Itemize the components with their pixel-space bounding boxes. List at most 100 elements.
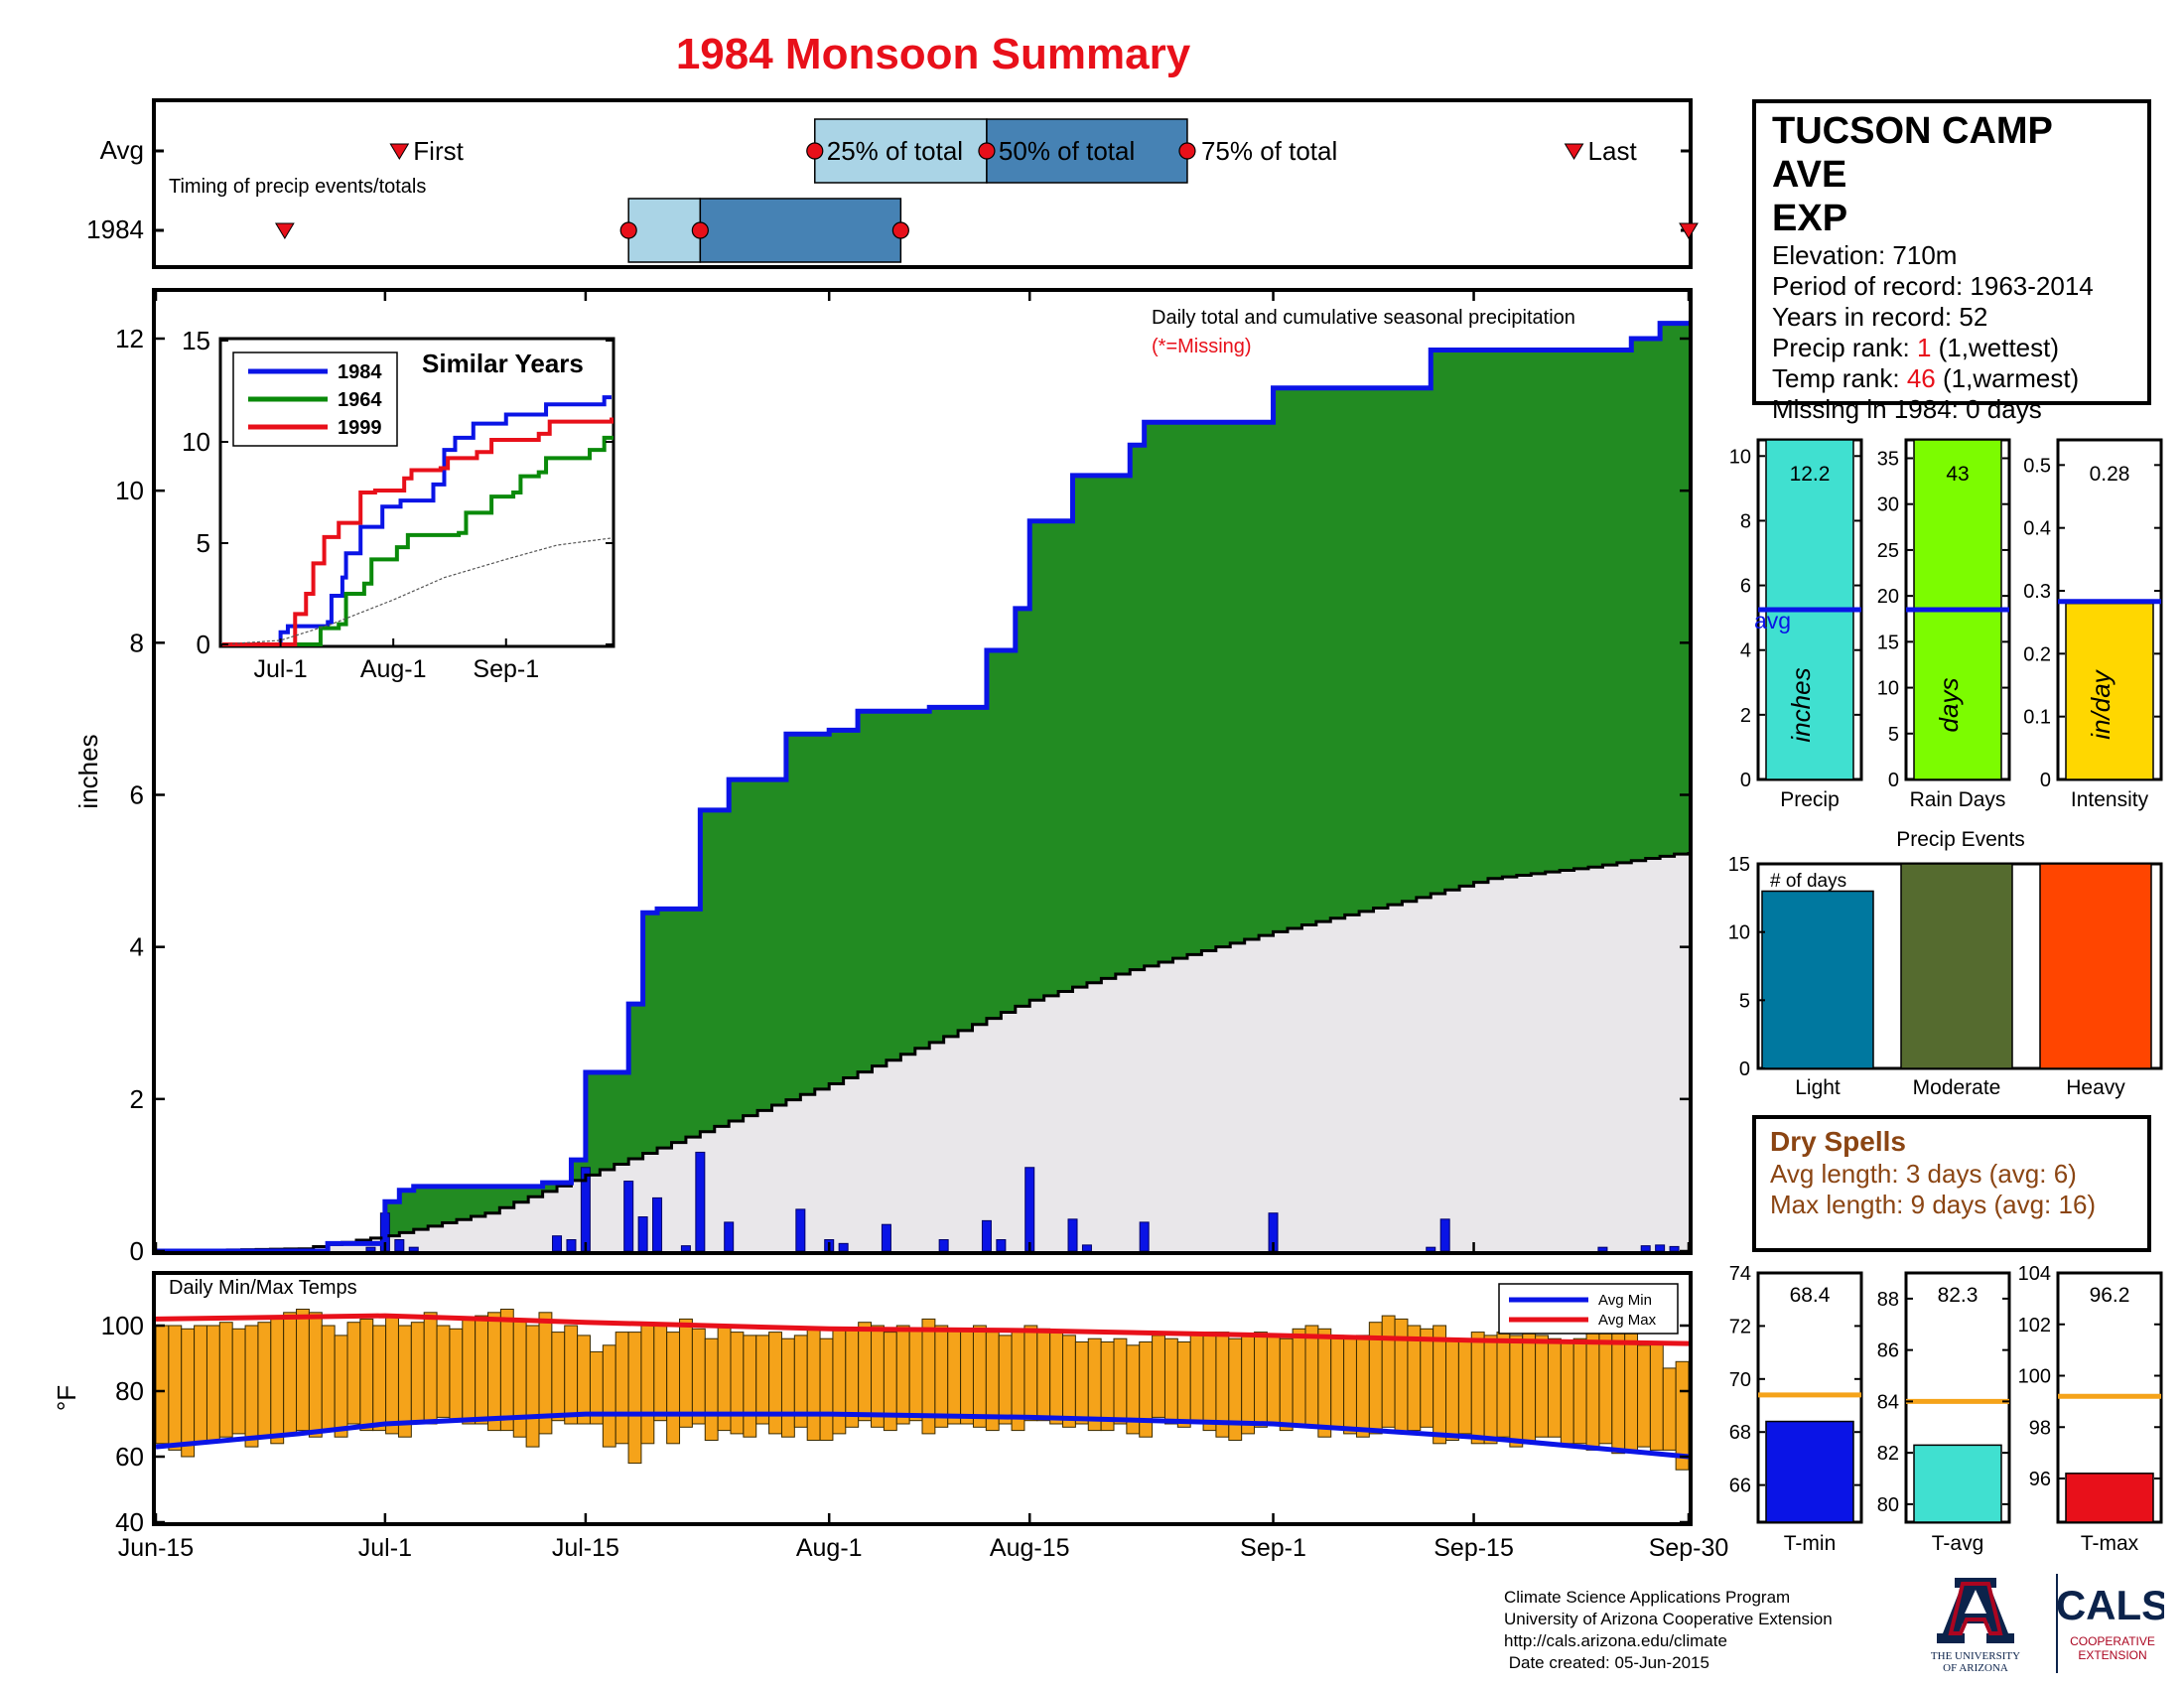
- percentile-marker: [978, 142, 996, 160]
- daily-temp-bar: [283, 1312, 298, 1435]
- daily-temp-bar: [1624, 1328, 1639, 1451]
- percentile-marker: [806, 142, 824, 160]
- precip-rank-note: (1,wettest): [1931, 333, 2060, 362]
- x-tick-label: Sep-15: [1433, 1534, 1514, 1562]
- daily-temp-bar: [1292, 1328, 1306, 1425]
- daily-precip-bar: [408, 1246, 419, 1252]
- tavg_bar-y-tick-label: 84: [1877, 1391, 1899, 1413]
- daily-precip-bar: [1439, 1218, 1450, 1252]
- timing-panel: Avg 1984 Timing of precip events/totals …: [86, 98, 1699, 269]
- precip_bar-value-label: 12.2: [1790, 463, 1831, 486]
- daily-temp-bar: [858, 1322, 873, 1422]
- daily-temp-bar: [1062, 1335, 1076, 1428]
- events-bar-light: [1761, 890, 1874, 1069]
- station-name-line1: TUCSON CAMP AVE: [1772, 110, 2053, 196]
- daily-precip-bar: [680, 1245, 691, 1252]
- label-last: Last: [1588, 136, 1638, 166]
- cals-logo-line2: EXTENSION: [2078, 1648, 2146, 1662]
- raindays_bar-y-tick-label: 5: [1888, 724, 1899, 746]
- daily-temp-bar: [908, 1328, 923, 1422]
- daily-temp-bar: [960, 1328, 974, 1425]
- daily-temp-bar: [1420, 1328, 1434, 1428]
- daily-temp-bar: [1113, 1337, 1128, 1425]
- tavg_bar-value-label: 82.3: [1938, 1284, 1979, 1307]
- daily-temp-bar: [257, 1322, 272, 1438]
- avg-min-line: [155, 1411, 1690, 1460]
- daily-temp-bar: [1152, 1335, 1165, 1418]
- daily-temp-bar: [1522, 1332, 1537, 1445]
- y-tick-label: 0: [130, 1236, 144, 1266]
- tavg_bar-y-tick-label: 86: [1877, 1340, 1899, 1362]
- precip_bar-y-tick-label: 8: [1740, 510, 1751, 532]
- precip-rank-label: Precip rank:: [1772, 333, 1917, 362]
- daily-temp-bar: [691, 1328, 706, 1425]
- raindays_bar-label: Rain Days: [1910, 788, 2006, 811]
- temps-y-tick-label: 40: [115, 1507, 144, 1537]
- inset-y-tick-label: 10: [182, 427, 210, 457]
- tmin_bar-label: T-min: [1784, 1532, 1837, 1555]
- daily-temp-bar: [1457, 1341, 1472, 1435]
- last-event-marker: [1679, 222, 1699, 239]
- daily-precip-bar: [1426, 1246, 1436, 1252]
- credits-line4: Date created: 05-Jun-2015: [1504, 1653, 1709, 1672]
- daily-temp-bar: [564, 1325, 579, 1425]
- daily-temp-bar: [436, 1325, 451, 1418]
- raindays_bar-y-tick-label: 0: [1888, 770, 1899, 791]
- intensity_bar-y-tick-label: 0.5: [2023, 455, 2051, 477]
- station-precip-rank: Precip rank: 1 (1,wettest): [1772, 333, 2131, 363]
- tmin_bar-y-tick-label: 66: [1729, 1476, 1751, 1497]
- quartile-box-25-50: [814, 118, 988, 184]
- daily-temp-bar: [410, 1322, 425, 1425]
- daily-precip-bar: [981, 1219, 992, 1252]
- temp-rank-label: Temp rank:: [1772, 363, 1907, 393]
- y-tick-label: 2: [130, 1084, 144, 1114]
- events-bar-moderate: [1900, 863, 2013, 1069]
- percentile-marker: [691, 221, 709, 239]
- daily-temp-bar: [1304, 1325, 1319, 1428]
- university-of-arizona-logo: THE UNIVERSITY OF ARIZONA: [1931, 1578, 2020, 1673]
- average-cumulative-area: [156, 851, 1689, 1251]
- y-tick-label: 8: [130, 628, 144, 657]
- quartile-box-50-75: [699, 198, 902, 263]
- daily-temp-bar: [998, 1335, 1013, 1425]
- daily-temp-bar: [1483, 1335, 1498, 1445]
- tmin_bar-y-tick-label: 72: [1729, 1316, 1751, 1337]
- daily-temp-bar: [934, 1325, 949, 1428]
- daily-temp-bar: [449, 1328, 464, 1422]
- timing-row-avg: Avg: [100, 135, 144, 165]
- daily-temp-bar: [832, 1328, 847, 1435]
- daily-temp-bar: [1535, 1335, 1549, 1438]
- daily-precip-bar: [552, 1235, 563, 1252]
- precip-rank-value: 1: [1916, 333, 1932, 362]
- daily-precip-bar: [566, 1239, 577, 1252]
- daily-temp-bar: [1189, 1335, 1204, 1422]
- percentile-marker: [1178, 142, 1196, 160]
- daily-precip-bar: [1024, 1167, 1035, 1252]
- events-category-label: Light: [1795, 1076, 1841, 1099]
- daily-precip-bar: [623, 1181, 634, 1252]
- precip_bar-y-tick-label: 2: [1740, 705, 1751, 727]
- station-missing: Missing in 1984: 0 days: [1772, 394, 2042, 424]
- events-category-label: Moderate: [1913, 1076, 2001, 1099]
- raindays_bar-y-tick-label: 15: [1877, 632, 1899, 653]
- daily-temp-bar: [1024, 1325, 1038, 1422]
- similar-years-inset: 0 5 10 15 Jul-1 Aug-1 Sep-1 Similar Years 1984…: [182, 326, 615, 683]
- daily-temp-bar: [972, 1325, 987, 1428]
- daily-temp-bar: [1470, 1332, 1485, 1445]
- ua-logo-line2: OF ARIZONA: [1943, 1662, 2008, 1673]
- missing-note: (*=Missing): [1152, 336, 1252, 357]
- daily-precip-bar: [881, 1223, 891, 1252]
- daily-temp-bar: [346, 1322, 361, 1425]
- precip_bar-y-tick-label: 0: [1740, 770, 1751, 791]
- daily-temp-bar: [640, 1322, 655, 1445]
- daily-temp-bar: [1176, 1341, 1191, 1428]
- dry-spells-title: Dry Spells: [1770, 1126, 1906, 1157]
- inset-x-tick-label: Sep-1: [473, 655, 539, 683]
- inset-x-tick-label: Aug-1: [360, 655, 427, 683]
- quartile-box-50-75: [986, 118, 1188, 184]
- daily-temp-bar: [231, 1328, 246, 1435]
- ua-logo-line1: THE UNIVERSITY: [1931, 1650, 2020, 1662]
- daily-temp-bar: [1496, 1332, 1511, 1438]
- intensity_bar-y-tick-label: 0.1: [2023, 707, 2051, 729]
- daily-temp-bar: [487, 1312, 501, 1432]
